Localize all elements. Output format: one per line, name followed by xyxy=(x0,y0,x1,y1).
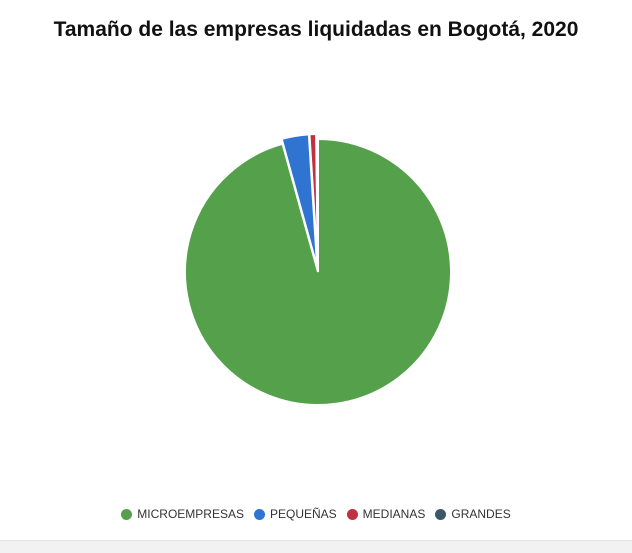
legend-marker-pequenas xyxy=(253,508,265,520)
chart-title: Tamaño de las empresas liquidadas en Bog… xyxy=(53,18,579,41)
legend-item-microempresas[interactable]: MICROEMPRESAS xyxy=(121,507,244,521)
legend-label-pequenas: PEQUEÑAS xyxy=(269,507,337,521)
legend-marker-medianas xyxy=(346,508,358,520)
bottom-strip xyxy=(0,540,632,553)
legend-item-medianas[interactable]: MEDIANAS xyxy=(346,507,426,521)
legend-label-microempresas: MICROEMPRESAS xyxy=(137,507,244,521)
legend-marker-grandes xyxy=(435,508,447,520)
chart-legend: MICROEMPRESAS PEQUEÑAS MEDIANAS GRANDES xyxy=(0,507,632,521)
legend-label-medianas: MEDIANAS xyxy=(362,507,426,521)
legend-item-grandes[interactable]: GRANDES xyxy=(435,507,511,521)
pie-slice-microempresas[interactable] xyxy=(184,137,452,406)
legend-marker-microempresas xyxy=(121,508,133,520)
legend-item-pequenas[interactable]: PEQUEÑAS xyxy=(253,507,337,521)
legend-label-grandes: GRANDES xyxy=(451,507,511,521)
pie-slice-grandes[interactable] xyxy=(315,132,319,268)
pie-chart xyxy=(184,132,452,406)
